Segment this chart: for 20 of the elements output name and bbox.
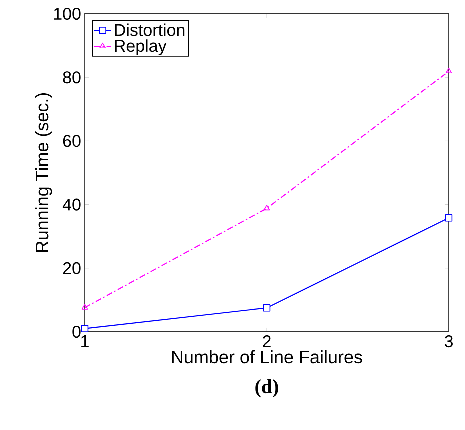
x-axis-title: Number of Line Failures <box>172 350 362 364</box>
legend-label: Replay <box>115 40 167 56</box>
legend-label: Distortion <box>115 24 185 36</box>
point <box>264 205 270 211</box>
y-tick-label: 60 <box>63 135 81 148</box>
text: (d) <box>256 380 278 398</box>
y-tick-label: 80 <box>63 72 81 84</box>
point <box>82 304 88 310</box>
x-tick-label: 1 <box>82 336 89 348</box>
x-tick-label: 3 <box>444 336 453 348</box>
y-tick-label: 0 <box>72 326 81 338</box>
point <box>446 68 452 74</box>
point <box>445 214 453 222</box>
y-tick-label: 40 <box>62 198 81 211</box>
point <box>81 325 89 332</box>
point <box>263 304 271 312</box>
x-tick-label: 2 <box>263 336 271 348</box>
y-tick-label: 100 <box>54 8 81 20</box>
y-tick-label: 20 <box>63 262 81 274</box>
y-axis-title: Running Time (sec.) <box>35 93 52 252</box>
